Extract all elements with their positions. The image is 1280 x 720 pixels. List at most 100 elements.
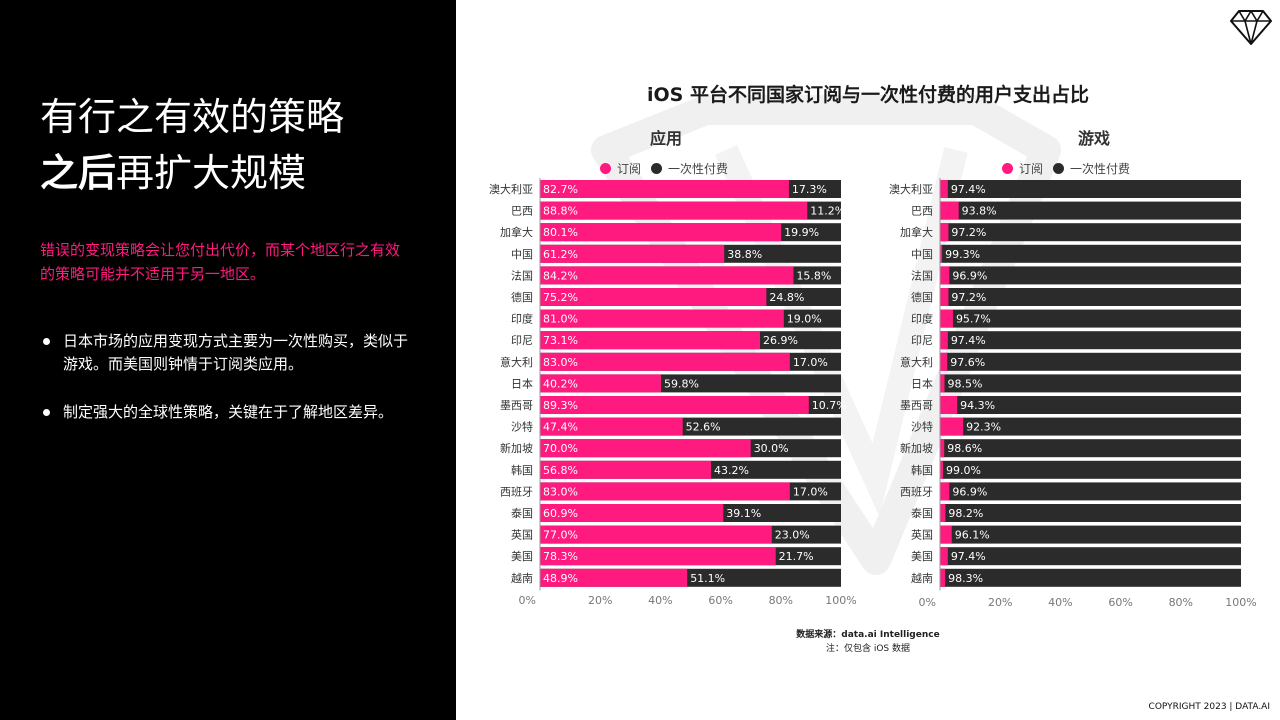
data-label-one-time: 96.9% [952, 485, 987, 498]
bullet-item: 日本市场的应用变现方式主要为一次性购买，类似于游戏。而美国则钟情于订阅类应用。 [40, 330, 412, 376]
data-label-one-time: 93.8% [962, 205, 997, 218]
bullet-text: 制定强大的全球性策略，关键在于了解地区差异。 [63, 403, 394, 421]
category-label: 墨西哥 [500, 399, 533, 412]
data-label-subscription: 40.2% [543, 377, 578, 390]
data-label-one-time: 97.4% [951, 183, 986, 196]
slide-title-bold: 之后 [40, 151, 117, 195]
data-label-one-time: 97.2% [951, 226, 986, 239]
x-tick-label: 60% [1108, 596, 1132, 609]
data-label-subscription: 73.1% [543, 334, 578, 347]
legend-label: 订阅 [617, 162, 642, 176]
legend-swatch-subscription [600, 163, 611, 174]
bar-subscription [540, 244, 725, 263]
category-label: 德国 [511, 290, 533, 304]
bar-one-time [940, 288, 1241, 306]
bar-one-time [940, 266, 1241, 285]
data-label-one-time: 97.6% [950, 356, 985, 369]
data-label-one-time: 96.9% [952, 269, 987, 282]
bar-subscription [540, 352, 790, 371]
bar-subscription [540, 223, 782, 242]
bar-subscription [940, 396, 958, 414]
category-label: 美国 [511, 550, 533, 563]
legend-item-one-time: 一次性付费 [1053, 160, 1130, 177]
category-label: 新加坡 [500, 441, 533, 455]
legend-label: 一次性付费 [1070, 162, 1131, 176]
bar-subscription [540, 309, 784, 328]
bullet-item: 制定强大的全球性策略，关键在于了解地区差异。 [40, 401, 412, 424]
bar-one-time [940, 352, 1241, 371]
data-label-one-time: 21.7% [779, 550, 814, 563]
bar-subscription [940, 244, 943, 263]
category-label: 印度 [911, 312, 933, 326]
data-label-one-time: 95.7% [956, 313, 991, 326]
bar-subscription [940, 547, 948, 566]
category-label: 美国 [911, 550, 933, 563]
data-label-one-time: 17.0% [793, 356, 828, 369]
data-label-one-time: 98.3% [948, 572, 983, 585]
bar-subscription [540, 331, 761, 350]
bar-subscription [940, 439, 945, 458]
data-label-one-time: 97.4% [951, 550, 986, 563]
data-label-one-time: 97.4% [951, 334, 986, 347]
category-label: 沙特 [911, 420, 933, 434]
data-label-one-time: 52.6% [686, 421, 721, 434]
bar-one-time [940, 309, 1241, 328]
data-label-one-time: 99.0% [946, 464, 981, 477]
bar-one-time [940, 460, 1241, 479]
legend-item-one-time: 一次性付费 [651, 160, 728, 177]
category-label: 法国 [511, 268, 533, 282]
bar-one-time [940, 482, 1241, 501]
x-tick-label: 60% [708, 594, 732, 607]
bar-one-time [940, 504, 1241, 522]
bar-subscription [940, 309, 953, 328]
data-label-subscription: 83.0% [543, 485, 578, 498]
category-label: 印尼 [511, 334, 533, 347]
chart-title: iOS 平台不同国家订阅与一次性付费的用户支出占比 [647, 84, 1089, 106]
bar-subscription [940, 266, 950, 285]
slide-title-line1: 有行之有效的策略 [40, 95, 345, 139]
data-label-one-time: 17.0% [793, 485, 828, 498]
legend-swatch-one-time [651, 163, 663, 174]
data-label-one-time: 26.9% [763, 334, 798, 347]
data-label-subscription: 83.0% [543, 356, 578, 369]
category-label: 加拿大 [500, 225, 533, 239]
category-label: 意大利 [900, 355, 933, 369]
category-label: 韩国 [911, 463, 933, 477]
data-label-one-time: 11.2% [810, 205, 845, 218]
data-label-one-time: 17.3% [792, 183, 827, 196]
bar-subscription [940, 504, 946, 522]
x-tick-label: 100% [825, 594, 856, 607]
bar-subscription [540, 266, 794, 285]
slide-title-rest: 再扩大规模 [116, 151, 307, 195]
data-label-one-time: 97.2% [951, 291, 986, 304]
data-label-one-time: 43.2% [714, 464, 749, 477]
category-label: 澳大利亚 [489, 182, 533, 196]
data-label-subscription: 84.2% [543, 269, 578, 282]
x-tick-label: 80% [1169, 596, 1193, 609]
category-label: 韩国 [511, 463, 533, 477]
data-label-one-time: 24.8% [769, 291, 804, 304]
bar-one-time [940, 180, 1241, 198]
legend-swatch-one-time [1053, 163, 1065, 174]
x-tick-label: 80% [769, 594, 793, 607]
data-label-one-time: 51.1% [690, 572, 725, 585]
bar-subscription [540, 396, 809, 414]
legend-item-subscription: 订阅 [1002, 160, 1043, 177]
bar-subscription [940, 460, 944, 479]
x-tick-label: 40% [1048, 596, 1072, 609]
x-tick-label: 20% [988, 596, 1012, 609]
bar-subscription [540, 288, 767, 306]
bar-one-time [940, 223, 1241, 242]
data-label-subscription: 77.0% [543, 529, 578, 542]
data-label-one-time: 10.7% [812, 399, 847, 412]
category-label: 沙特 [511, 420, 533, 434]
bar-subscription [540, 547, 776, 566]
copyright: COPYRIGHT 2023 | DATA.AI [1148, 702, 1270, 712]
category-label: 澳大利亚 [889, 182, 933, 196]
panel-title-apps: 应用 [650, 129, 683, 148]
data-label-subscription: 75.2% [543, 291, 578, 304]
data-label-one-time: 59.8% [664, 377, 699, 390]
legend-label: 一次性付费 [668, 162, 729, 176]
bar-subscription [940, 331, 948, 350]
data-label-subscription: 48.9% [543, 572, 578, 585]
